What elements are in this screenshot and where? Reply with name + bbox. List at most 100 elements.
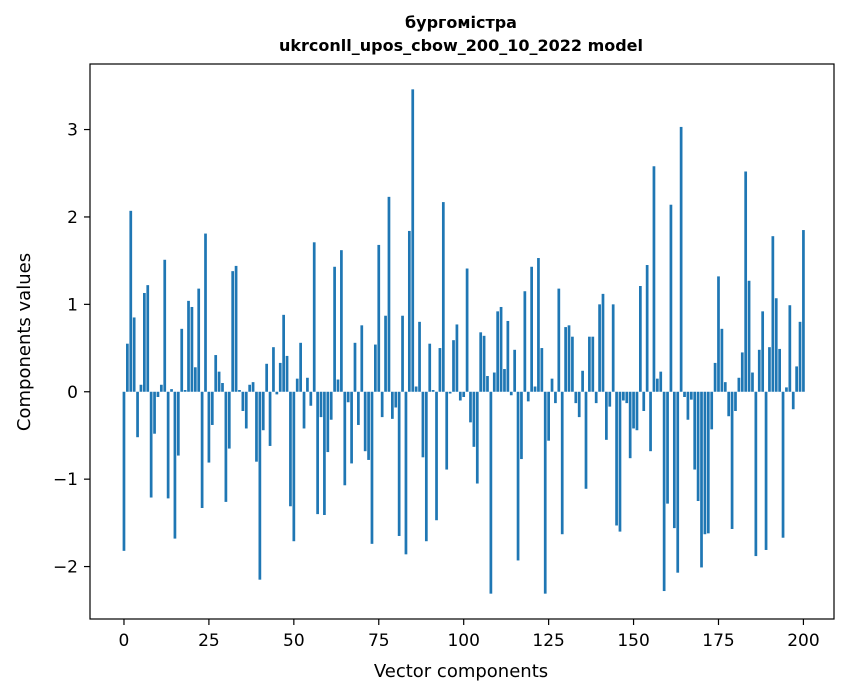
plot-frame: [89, 63, 835, 620]
bar: [323, 391, 326, 515]
bar: [217, 371, 221, 392]
bar: [265, 363, 269, 392]
bar: [482, 335, 486, 392]
bar: [540, 348, 544, 392]
bar: [465, 268, 469, 392]
bar: [387, 196, 391, 392]
bar: [156, 391, 160, 397]
bar: [713, 362, 717, 392]
bar: [781, 391, 785, 538]
bar: [268, 391, 272, 446]
bar: [693, 391, 697, 470]
bar: [180, 328, 184, 392]
bar: [227, 391, 231, 449]
bar: [370, 391, 374, 544]
bar: [618, 391, 622, 532]
bar: [183, 390, 187, 392]
y-tick-label: −2: [53, 558, 78, 578]
bar: [421, 391, 425, 458]
bar: [513, 349, 517, 392]
bar: [469, 391, 472, 423]
bar: [649, 391, 652, 452]
bar: [204, 233, 207, 392]
bar: [574, 391, 578, 404]
bar: [655, 378, 659, 392]
bar: [238, 390, 241, 392]
y-tick-label: 3: [67, 121, 78, 141]
bar: [757, 349, 761, 392]
y-axis-label: Components values: [14, 253, 35, 431]
bar: [122, 391, 126, 551]
bar: [516, 391, 520, 561]
bar: [166, 391, 170, 499]
bar: [200, 391, 204, 508]
x-tick-label: 75: [368, 631, 390, 651]
bar: [472, 391, 476, 447]
bar: [686, 391, 690, 420]
bar: [703, 391, 707, 535]
bar: [435, 391, 438, 521]
bar: [458, 391, 462, 401]
bar: [639, 286, 642, 392]
bar: [798, 321, 802, 392]
bar: [666, 391, 669, 504]
bar: [676, 391, 680, 573]
y-tick-label: −1: [53, 470, 78, 490]
bar: [275, 391, 279, 395]
bar: [754, 391, 758, 557]
bar: [710, 391, 714, 430]
bar: [462, 391, 466, 397]
bar: [768, 347, 771, 392]
bar: [214, 355, 218, 392]
bar: [659, 371, 663, 392]
bar: [357, 391, 360, 425]
bar: [537, 258, 540, 392]
bar: [774, 298, 778, 392]
bar: [424, 391, 428, 542]
chart-subtitle: ukrconll_upos_cbow_200_10_2022 model: [279, 36, 643, 55]
bar: [129, 210, 133, 392]
bar: [744, 171, 748, 392]
bar: [652, 166, 656, 392]
bar: [207, 391, 211, 463]
bar: [734, 391, 737, 411]
bar: [509, 391, 513, 396]
y-tick-label: 1: [67, 295, 78, 315]
bar: [764, 391, 768, 550]
bar: [717, 276, 720, 392]
bar: [486, 376, 489, 392]
bar: [503, 369, 506, 392]
bar: [329, 391, 333, 420]
bar: [278, 362, 282, 392]
bar: [448, 391, 452, 394]
bar: [771, 236, 775, 392]
bar: [496, 311, 500, 392]
bar: [479, 332, 483, 392]
x-tick-label: 125: [532, 631, 564, 651]
bar: [261, 391, 265, 431]
bar: [170, 389, 173, 392]
bar: [326, 391, 330, 453]
bar: [455, 324, 459, 392]
bar: [401, 315, 404, 392]
bar: [632, 391, 635, 429]
bar: [193, 367, 197, 392]
bar: [683, 391, 686, 397]
bar: [374, 344, 377, 392]
bar: [251, 382, 255, 392]
bar: [689, 391, 693, 400]
bar: [346, 391, 350, 403]
x-tick-label: 25: [198, 631, 220, 651]
bar: [407, 230, 411, 392]
bar: [737, 377, 741, 392]
bar: [533, 386, 537, 392]
bar: [244, 391, 248, 429]
bar: [289, 391, 292, 507]
bar: [751, 372, 754, 392]
bar: [282, 314, 285, 392]
x-axis-label: Vector components: [374, 661, 548, 682]
bar: [411, 89, 415, 392]
x-tick-label: 175: [702, 631, 734, 651]
bar: [197, 288, 201, 392]
bar: [336, 379, 340, 392]
